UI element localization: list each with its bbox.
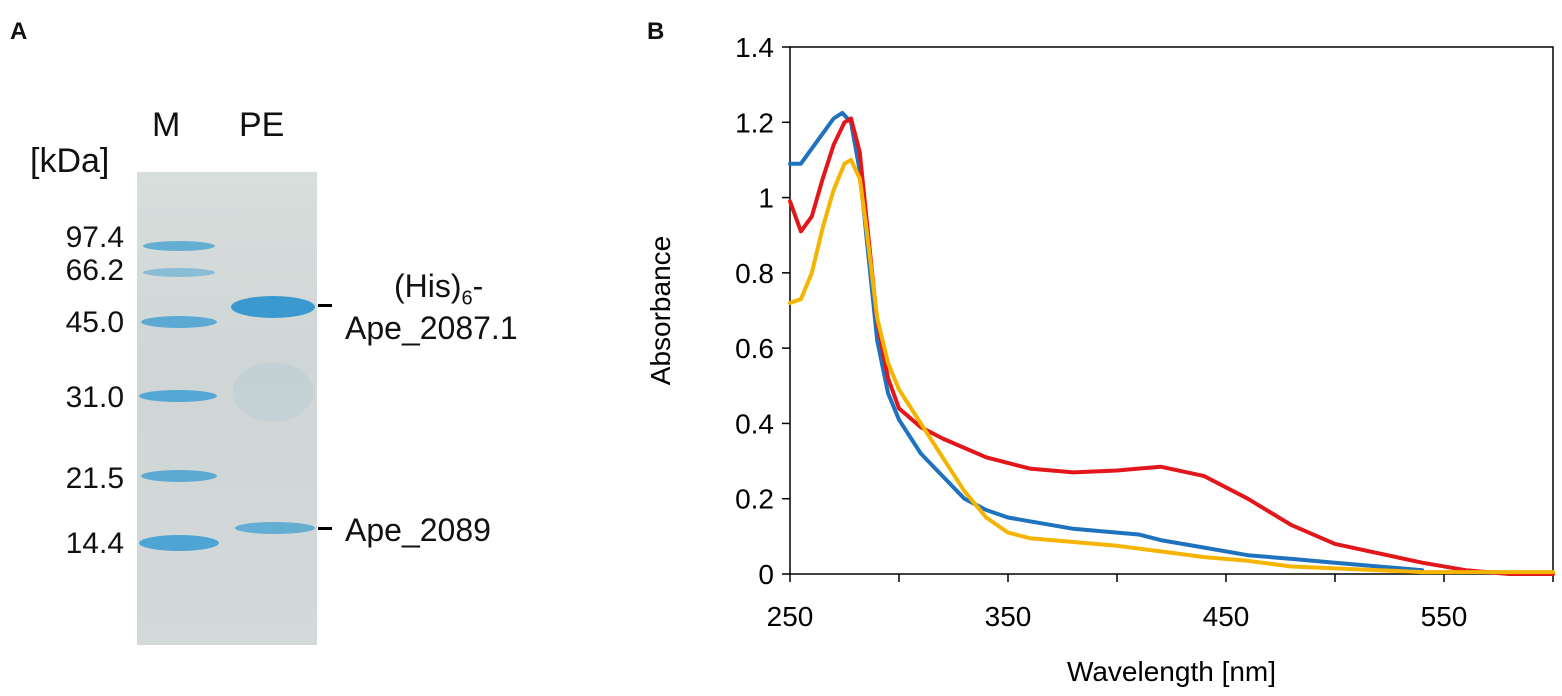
marker-66-2: 66.2 bbox=[65, 254, 124, 287]
y-tick-label: 1.2 bbox=[735, 107, 774, 138]
marker-31-0: 31.0 bbox=[65, 381, 124, 414]
y-tick-label: 0.4 bbox=[735, 408, 774, 439]
marker-band-66-2 bbox=[143, 268, 215, 277]
plot-frame bbox=[789, 46, 1554, 575]
panel-a-label: A bbox=[10, 18, 28, 45]
y-tick-label: 0.8 bbox=[735, 258, 774, 289]
band-marker-tick-2087 bbox=[318, 304, 332, 307]
y-axis-ticks: 0 0.2 0.4 0.6 0.8 1 1.2 1.4 bbox=[735, 32, 790, 590]
y-axis-label: Absorbance bbox=[645, 236, 676, 385]
sds-page-gel bbox=[137, 172, 317, 645]
marker-97-4: 97.4 bbox=[65, 221, 124, 254]
x-axis-ticks: 250 350 450 550 bbox=[767, 574, 1554, 632]
marker-band-97-4 bbox=[143, 241, 215, 251]
pe-band-ape-2089 bbox=[235, 522, 315, 534]
ape-2089-label: Ape_2089 bbox=[345, 512, 491, 548]
x-tick-label: 250 bbox=[767, 601, 814, 632]
marker-band-45-0 bbox=[141, 316, 217, 328]
y-tick-label: 0.2 bbox=[735, 484, 774, 515]
series-line-red bbox=[788, 116, 1555, 576]
pe-band-ape-2087 bbox=[231, 296, 315, 318]
series-group bbox=[788, 110, 1555, 576]
series-line-blue bbox=[788, 110, 1425, 573]
marker-band-21-5 bbox=[141, 470, 217, 482]
marker-band-31-0 bbox=[139, 390, 217, 402]
series-line-yellow bbox=[788, 157, 1555, 575]
y-tick-label: 0 bbox=[758, 559, 774, 590]
x-axis-label: Wavelength [nm] bbox=[1067, 656, 1276, 687]
y-tick-label: 1 bbox=[758, 183, 774, 214]
marker-band-14-4 bbox=[139, 535, 219, 551]
absorbance-spectrum-chart: 0 0.2 0.4 0.6 0.8 1 1.2 1.4 250 350 450 550 Absorb… bbox=[645, 32, 1555, 687]
ape-2087-label: Ape_2087.1 bbox=[345, 310, 518, 346]
x-tick-label: 450 bbox=[1203, 601, 1250, 632]
panel-b-label: B bbox=[647, 18, 665, 45]
y-tick-label: 0.6 bbox=[735, 333, 774, 364]
x-tick-label: 350 bbox=[985, 601, 1032, 632]
lane-label-m: M bbox=[152, 106, 181, 144]
marker-45-0: 45.0 bbox=[65, 306, 124, 339]
lane-label-pe: PE bbox=[239, 106, 285, 144]
x-tick-label: 550 bbox=[1421, 601, 1468, 632]
his-tag-label: (His)6- bbox=[394, 268, 484, 310]
kda-unit-label: [kDa] bbox=[30, 142, 110, 180]
gel-smudge bbox=[233, 362, 313, 422]
band-marker-tick-2089 bbox=[318, 527, 332, 530]
marker-21-5: 21.5 bbox=[65, 462, 124, 495]
marker-14-4: 14.4 bbox=[65, 527, 124, 560]
y-tick-label: 1.4 bbox=[735, 32, 774, 63]
